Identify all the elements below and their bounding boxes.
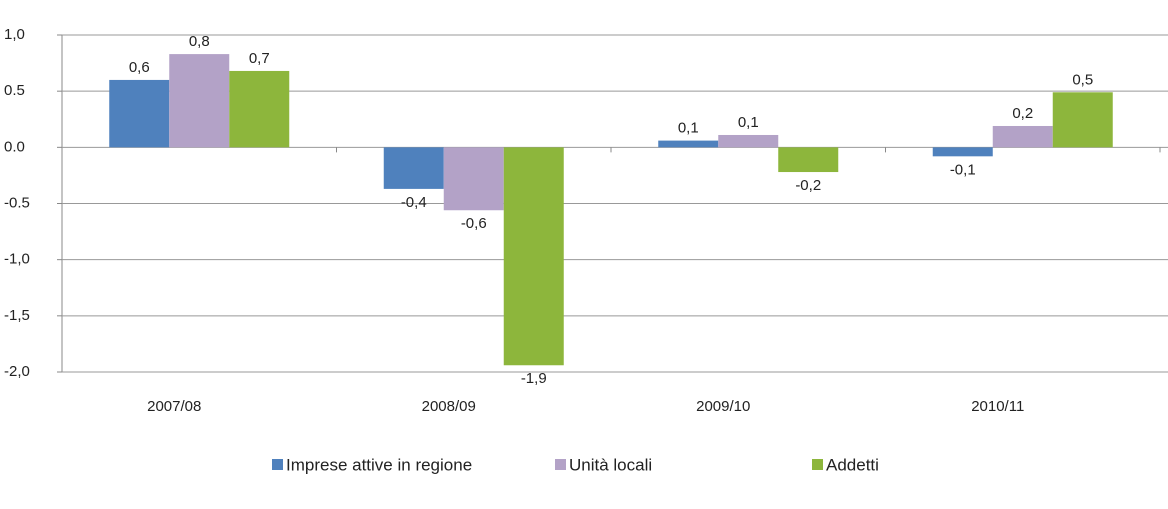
x-tick-label: 2008/09 bbox=[422, 398, 476, 415]
bar bbox=[109, 79, 170, 148]
x-tick-label: 2010/11 bbox=[971, 398, 1024, 415]
x-tick-label: 2009/10 bbox=[696, 398, 750, 415]
bar bbox=[778, 147, 839, 173]
bar bbox=[658, 140, 719, 148]
bar bbox=[443, 147, 504, 211]
bar bbox=[229, 70, 290, 148]
data-label: -0,1 bbox=[950, 161, 976, 178]
y-tick-label: -0.5 bbox=[4, 194, 30, 211]
y-tick-label: 1,0 bbox=[4, 26, 25, 43]
bar bbox=[718, 134, 779, 148]
y-tick-label: -2,0 bbox=[4, 363, 30, 380]
data-label: 0,5 bbox=[1072, 71, 1093, 88]
bar bbox=[503, 147, 564, 366]
legend-swatch bbox=[272, 459, 283, 470]
bar bbox=[1052, 92, 1113, 148]
data-label: -0,4 bbox=[401, 194, 427, 211]
legend-label: Imprese attive in regione bbox=[286, 455, 472, 474]
bar bbox=[992, 125, 1053, 148]
bar bbox=[932, 147, 993, 157]
data-label: 0,8 bbox=[189, 33, 210, 50]
y-tick-label: 0.0 bbox=[4, 138, 25, 155]
bar bbox=[169, 54, 230, 148]
data-label: 0,2 bbox=[1012, 105, 1033, 122]
data-label: 0,6 bbox=[129, 59, 150, 76]
data-label: -0,2 bbox=[795, 177, 821, 194]
x-tick-label: 2007/08 bbox=[147, 398, 201, 415]
data-label: 0,7 bbox=[249, 50, 270, 67]
legend-label: Addetti bbox=[826, 455, 879, 474]
data-label: -0,6 bbox=[461, 215, 487, 232]
y-tick-label: -1,5 bbox=[4, 307, 30, 324]
y-tick-label: 0.5 bbox=[4, 82, 25, 99]
data-label: 0,1 bbox=[738, 114, 759, 131]
bar bbox=[383, 147, 444, 189]
legend-label: Unità locali bbox=[569, 455, 652, 474]
y-tick-label: -1,0 bbox=[4, 251, 30, 268]
legend-swatch bbox=[812, 459, 823, 470]
data-label: 0,1 bbox=[678, 120, 699, 137]
data-label: -1,9 bbox=[521, 370, 547, 387]
legend-swatch bbox=[555, 459, 566, 470]
